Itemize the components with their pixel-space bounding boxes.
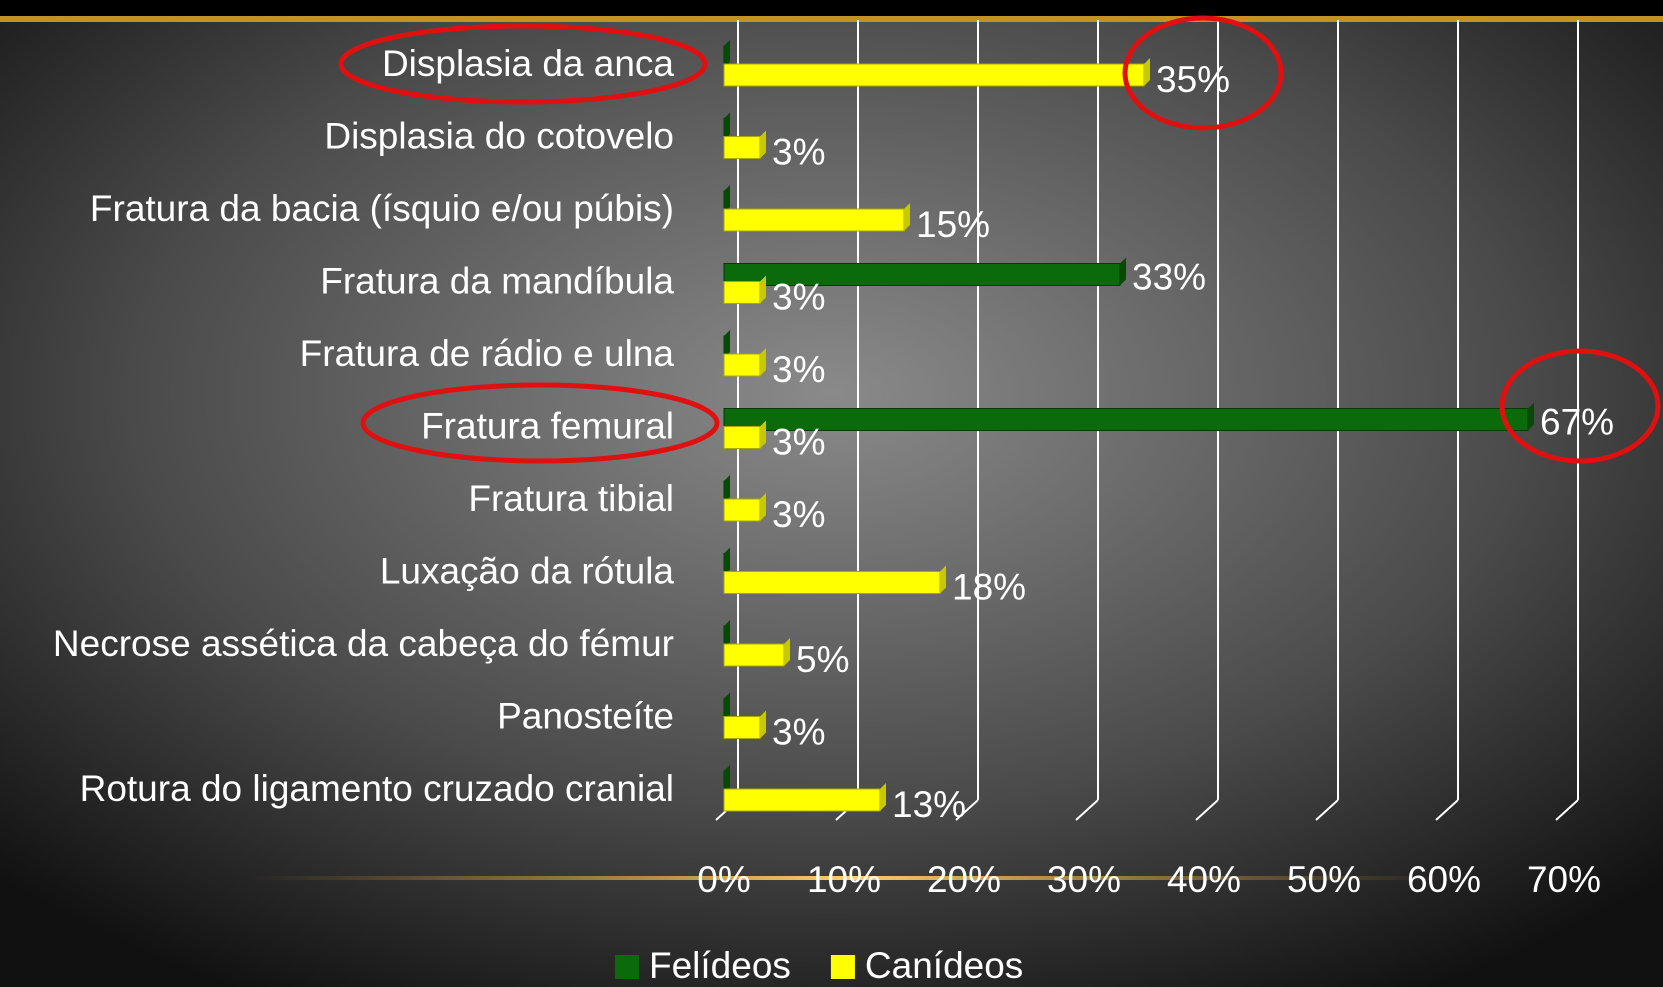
bar: [724, 789, 880, 811]
bar: [724, 427, 760, 449]
x-tick-label: 40%: [1167, 859, 1241, 900]
x-tick-label: 30%: [1047, 859, 1121, 900]
y-tick-label: Luxação da rótula: [380, 550, 675, 591]
chart: 0% 10% 20% 30% 40% 50% 60% 70% Displasia da anca…: [0, 0, 1663, 987]
bar: [724, 499, 760, 521]
bar: [724, 64, 1144, 86]
bar: [724, 354, 760, 376]
value-label: 3%: [772, 711, 825, 752]
bar: [724, 209, 904, 231]
x-tick-label: 10%: [807, 859, 881, 900]
y-tick-label: Panosteíte: [497, 695, 674, 736]
page: 0% 10% 20% 30% 40% 50% 60% 70% Displasia da anca…: [0, 0, 1663, 987]
background: [0, 0, 1663, 987]
value-label: 5%: [796, 639, 849, 680]
value-label: 3%: [772, 494, 825, 535]
value-label: 3%: [772, 421, 825, 462]
legend-label: Canídeos: [865, 945, 1023, 986]
bar: [724, 717, 760, 739]
bar: [724, 572, 940, 594]
bar: [724, 644, 784, 666]
legend-swatch: [831, 955, 855, 979]
top-band: [0, 0, 1663, 16]
bar: [724, 409, 1528, 431]
y-tick-label: Displasia do cotovelo: [324, 115, 674, 156]
value-label: 35%: [1156, 59, 1230, 100]
value-label: 13%: [892, 784, 966, 825]
value-label: 15%: [916, 204, 990, 245]
y-tick-label: Rotura do ligamento cruzado cranial: [80, 768, 674, 809]
y-tick-label: Displasia da anca: [382, 43, 674, 84]
value-label: 18%: [952, 566, 1026, 607]
y-tick-label: Fratura da bacia (ísquio e/ou púbis): [90, 188, 674, 229]
y-tick-label: Fratura femural: [421, 405, 674, 446]
bar: [724, 282, 760, 304]
x-tick-label: 60%: [1407, 859, 1481, 900]
y-tick-label: Fratura de rádio e ulna: [300, 333, 675, 374]
value-label: 33%: [1132, 256, 1206, 297]
value-label: 3%: [772, 131, 825, 172]
x-tick-label: 70%: [1527, 859, 1601, 900]
top-rule: [0, 16, 1663, 22]
legend-swatch: [615, 955, 639, 979]
y-tick-label: Necrose assética da cabeça do fémur: [53, 623, 674, 664]
x-tick-label: 0%: [697, 859, 750, 900]
y-tick-label: Fratura tibial: [468, 478, 674, 519]
x-tick-label: 50%: [1287, 859, 1361, 900]
value-label: 3%: [772, 349, 825, 390]
y-tick-label: Fratura da mandíbula: [320, 260, 674, 301]
legend-label: Felídeos: [649, 945, 791, 986]
value-label: 3%: [772, 276, 825, 317]
x-tick-label: 20%: [927, 859, 1001, 900]
bar: [724, 137, 760, 159]
value-label: 67%: [1540, 401, 1614, 442]
